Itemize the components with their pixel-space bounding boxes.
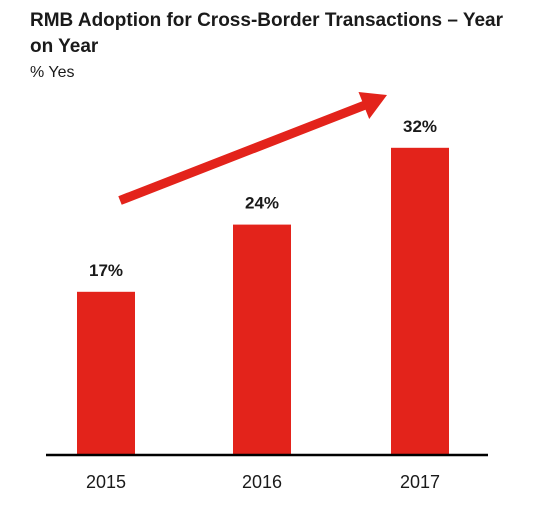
data-label-2015: 17% [89,261,123,280]
x-tick-label-2017: 2017 [400,472,440,492]
bar-2015 [77,291,135,455]
x-tick-label-2015: 2015 [86,472,126,492]
chart-title: RMB Adoption for Cross-Border Transactio… [30,10,503,57]
data-label-2017: 32% [403,117,437,136]
bar-2017 [391,147,449,456]
trend-arrow-icon [118,92,388,205]
chart-subtitle: % Yes [30,64,75,81]
x-tick-label-2016: 2016 [242,472,282,492]
data-label-2016: 24% [245,194,279,213]
bars-layer [77,147,449,456]
data-labels-layer: 17% 24% 32% [89,117,437,280]
x-axis-tick-labels: 2015 2016 2017 [86,472,440,492]
bar-2016 [233,224,291,455]
